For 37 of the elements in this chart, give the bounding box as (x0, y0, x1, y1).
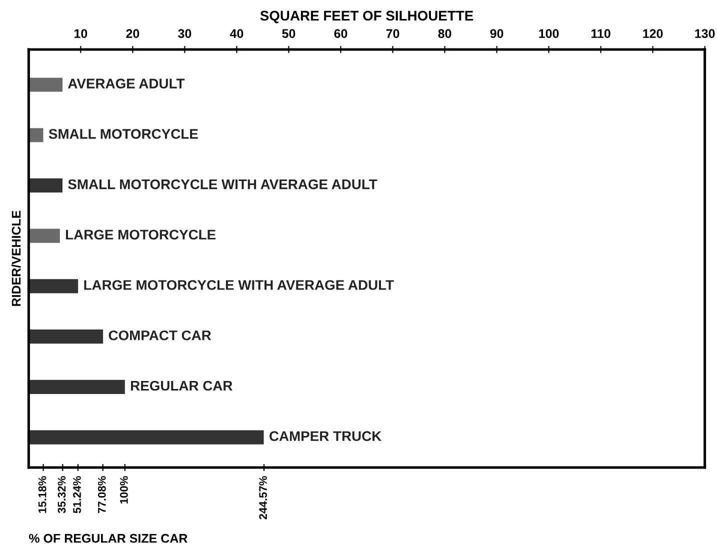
y-tick-label: REGULAR CAR (131, 380, 232, 391)
bar (28, 178, 62, 193)
x-tick-label: 70 (386, 29, 400, 38)
y-tick-label: SMALL MOTORCYCLE (48, 129, 198, 139)
x-tick-label: 80 (438, 29, 452, 38)
x2-tick-label: 15.18% (38, 476, 46, 513)
x2-tick-label: 77.08% (98, 476, 106, 514)
y-tick-label: LARGE MOTORCYCLE WITH AVERAGE ADULT (84, 280, 394, 290)
x-axis-title: SQUARE FEET OF SILHOUETTE (260, 10, 474, 24)
y-tick-label: AVERAGE ADULT (68, 78, 185, 88)
y-tick-label: COMPACT CAR (108, 330, 212, 340)
x-tick-label: 40 (230, 29, 244, 38)
y-tick-label: LARGE MOTORCYCLE (66, 230, 216, 240)
bar (28, 228, 60, 243)
x2-tick-label: 244.57% (259, 476, 267, 520)
x-tick-label: 120 (643, 29, 663, 38)
x-tick-label: 60 (334, 29, 348, 38)
bar (28, 430, 264, 444)
bar (28, 279, 78, 294)
x-tick-label: 50 (282, 29, 296, 38)
x-tick-label: 20 (126, 29, 140, 38)
x-tick-label: 100 (539, 29, 559, 38)
x2-axis-title: % OF REGULAR SIZE CAR (28, 534, 188, 543)
x-tick-label: 130 (695, 29, 715, 38)
bar (28, 330, 104, 344)
x2-tick-label: 100% (120, 476, 128, 504)
y-axis-title: RIDER/VEHICLE (11, 210, 21, 306)
y-tick-label: SMALL MOTORCYCLE WITH AVERAGE ADULT (68, 179, 378, 190)
x-tick-label: 90 (490, 29, 504, 38)
bar (28, 78, 62, 92)
x-tick-label: 110 (591, 29, 610, 38)
x-tick-label: 30 (178, 29, 192, 38)
bar (28, 380, 125, 394)
y-tick-label: CAMPER TRUCK (270, 431, 382, 442)
x-tick-label: 10 (74, 29, 88, 38)
x2-tick-label: 35.32% (58, 476, 66, 514)
x2-tick-label: 51.24% (73, 476, 81, 514)
